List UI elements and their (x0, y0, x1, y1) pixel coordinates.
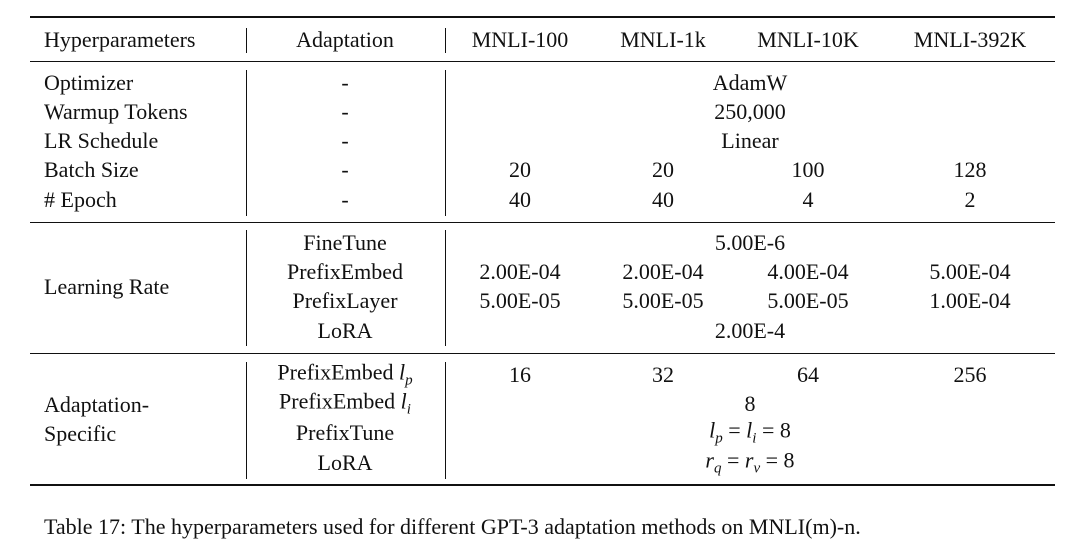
text-segment: r (744, 447, 754, 473)
text-segment: i (752, 430, 757, 447)
text-segment: = 8 (760, 447, 795, 473)
header-cell: MNLI-392K (913, 27, 1027, 52)
header-cell: MNLI-100 (471, 27, 569, 52)
header-cell: MNLI-1k (620, 27, 706, 52)
value-cell: 5.00E-04 (929, 259, 1011, 284)
text-segment: = 8 (756, 417, 791, 443)
text-segment: i (406, 401, 411, 418)
text-segment: l (400, 388, 407, 414)
column-divider (445, 362, 446, 479)
value-cell: 2.00E-04 (622, 259, 704, 284)
value-cell: 250,000 (714, 99, 786, 124)
value-cell: rq = rv = 8 (705, 447, 795, 477)
adaptation-cell: - (341, 70, 349, 95)
column-divider (246, 230, 247, 346)
adaptation-cell: LoRA (317, 450, 373, 475)
param-label: Batch Size (44, 157, 139, 182)
value-cell: 5.00E-05 (479, 288, 561, 313)
section-rule (30, 222, 1055, 223)
text-segment: = (721, 447, 745, 473)
column-divider (445, 70, 446, 216)
param-label: Optimizer (44, 70, 134, 95)
top-rule (30, 16, 1055, 18)
text-segment: l (746, 417, 753, 443)
text-segment: = (722, 417, 747, 443)
text-segment: r (705, 447, 714, 473)
text-segment: PrefixEmbed (279, 388, 401, 414)
value-cell: 40 (652, 187, 674, 212)
column-divider (445, 28, 446, 53)
value-cell: 5.00E-05 (622, 288, 704, 313)
bottom-rule (30, 484, 1055, 486)
column-divider (246, 70, 247, 216)
column-divider (445, 230, 446, 346)
section-rule (30, 353, 1055, 354)
value-cell: 64 (797, 362, 819, 387)
header-rule (30, 61, 1055, 62)
value-cell: 1.00E-04 (929, 288, 1011, 313)
value-cell: 40 (509, 187, 531, 212)
adaptation-cell: PrefixEmbed li (279, 388, 411, 418)
value-cell: lp = li = 8 (709, 417, 791, 447)
adaptation-cell: FineTune (303, 230, 387, 255)
adaptation-cell: PrefixLayer (292, 288, 398, 313)
text-segment: p (405, 372, 413, 389)
value-cell: 128 (953, 157, 987, 182)
value-cell: 20 (652, 157, 674, 182)
value-cell: 4.00E-04 (767, 259, 849, 284)
header-cell: MNLI-10K (757, 27, 859, 52)
value-cell: 4 (802, 187, 814, 212)
adaptation-cell: - (341, 157, 349, 182)
param-label: LR Schedule (44, 128, 159, 153)
adaptation-cell: - (341, 187, 349, 212)
value-cell: 8 (744, 391, 756, 416)
value-cell: 32 (652, 362, 674, 387)
value-cell: Linear (721, 128, 779, 153)
text-segment: v (753, 460, 761, 477)
adaptation-cell: PrefixEmbed (286, 259, 404, 284)
header-cell: Hyperparameters (44, 27, 196, 52)
value-cell: 5.00E-6 (714, 230, 786, 255)
param-label: Learning Rate (44, 274, 170, 299)
value-cell: AdamW (712, 70, 788, 95)
value-cell: 2.00E-04 (479, 259, 561, 284)
value-cell: 100 (791, 157, 825, 182)
value-cell: 5.00E-05 (767, 288, 849, 313)
text-segment: PrefixEmbed (277, 359, 399, 385)
value-cell: 16 (509, 362, 531, 387)
param-label: Specific (44, 420, 117, 446)
text-segment: p (715, 430, 723, 447)
adaptation-cell: PrefixTune (295, 420, 395, 445)
text-segment: l (398, 359, 406, 385)
param-label: Warmup Tokens (44, 99, 188, 124)
caption: Table 17: The hyperparameters used for d… (44, 514, 861, 539)
value-cell: 20 (509, 157, 531, 182)
column-divider (246, 362, 247, 479)
adaptation-cell: - (341, 99, 349, 124)
text-segment: l (709, 417, 716, 443)
adaptation-cell: PrefixEmbed lp (277, 359, 413, 389)
adaptation-cell: - (341, 128, 349, 153)
text-segment: q (713, 460, 722, 477)
value-cell: 2 (964, 187, 976, 212)
value-cell: 2.00E-4 (714, 318, 786, 343)
value-cell: 256 (953, 362, 987, 387)
param-label: Adaptation- (44, 391, 150, 417)
header-cell: Adaptation (296, 27, 394, 52)
column-divider (246, 28, 247, 53)
adaptation-cell: LoRA (317, 318, 373, 343)
param-label: # Epoch (44, 187, 117, 212)
